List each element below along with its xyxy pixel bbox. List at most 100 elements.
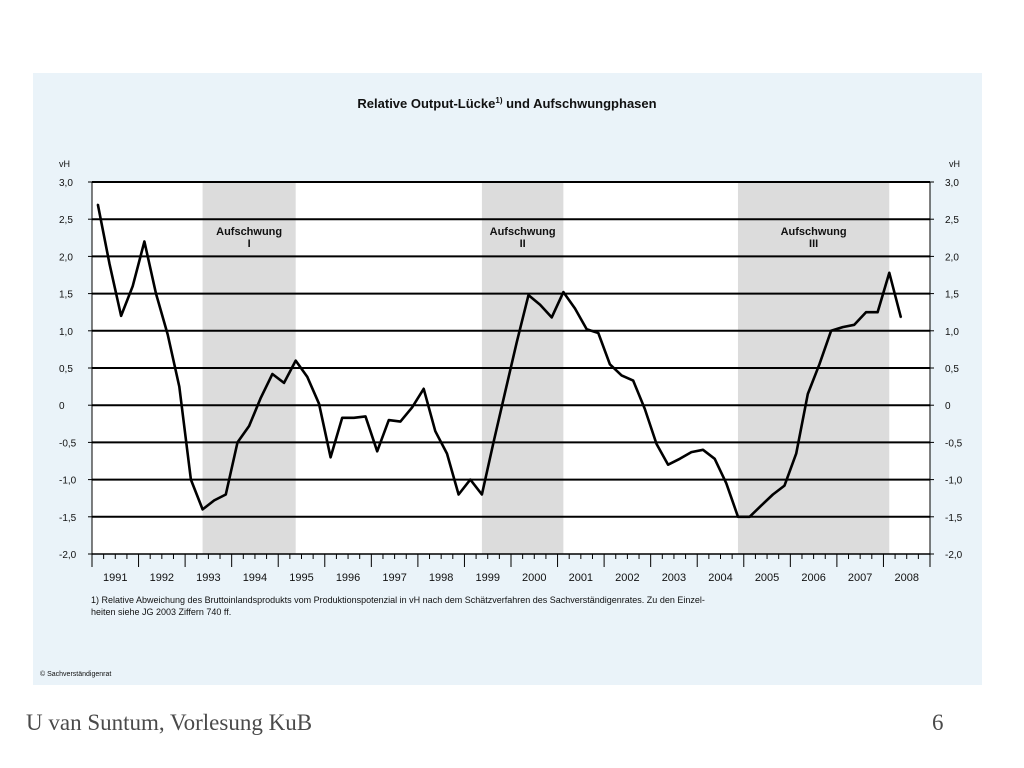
data-point <box>457 493 460 496</box>
data-point <box>504 391 506 393</box>
y-tick-label-left: 2,0 <box>59 252 73 263</box>
data-point <box>644 408 646 410</box>
data-point <box>516 341 518 343</box>
y-tick-label-left: 2,5 <box>59 215 73 226</box>
data-point <box>760 504 763 507</box>
data-point <box>399 420 402 423</box>
data-point <box>306 376 309 378</box>
data-point <box>737 516 739 518</box>
data-point <box>97 203 99 206</box>
x-tick-label-2003: 2003 <box>662 572 686 584</box>
x-tick-label-2005: 2005 <box>755 572 779 584</box>
data-point <box>155 292 157 295</box>
data-point <box>469 478 472 481</box>
data-point <box>387 419 390 421</box>
data-point <box>690 451 693 453</box>
x-tick-label-2008: 2008 <box>894 572 918 584</box>
phase-numeral-2: II <box>520 238 526 250</box>
x-tick-label-1992: 1992 <box>150 572 174 584</box>
data-point <box>748 516 751 518</box>
output-gap-chart: Relative Output-Lücke1) und Aufschwungph… <box>40 96 963 678</box>
data-point <box>620 374 623 377</box>
y-tick-label-left: 1,0 <box>59 327 73 338</box>
x-tick-label-1991: 1991 <box>103 572 127 584</box>
data-point <box>597 332 600 334</box>
data-point <box>527 294 530 296</box>
x-tick-label-1993: 1993 <box>196 572 220 584</box>
y-tick-label-right: 0,5 <box>945 364 959 375</box>
footnote-line-2: heiten siehe JG 2003 Ziffern 740 ff. <box>91 607 231 617</box>
y-tick-label-right: -2,0 <box>945 550 963 561</box>
data-point <box>806 393 809 395</box>
y-tick-label-left: 0,5 <box>59 364 73 375</box>
data-point <box>632 379 635 382</box>
data-point <box>702 449 704 451</box>
phase-label-3: Aufschwung <box>781 226 847 238</box>
x-tick-label-1995: 1995 <box>289 572 313 584</box>
data-point <box>166 333 169 336</box>
x-tick-label-1998: 1998 <box>429 572 453 584</box>
y-tick-label-right: 0 <box>945 401 951 412</box>
x-tick-label-1996: 1996 <box>336 572 360 584</box>
phase-numeral-3: III <box>809 238 818 250</box>
data-point <box>830 330 832 332</box>
data-point <box>655 443 658 445</box>
data-point <box>900 316 902 319</box>
source-credit: © Sachverständigenrat <box>40 670 111 678</box>
phase-numeral-1: I <box>248 238 251 250</box>
data-point <box>364 415 367 418</box>
y-tick-label-left: -0,5 <box>59 438 77 449</box>
chart-panel: Relative Output-Lücke1) und Aufschwungph… <box>33 73 982 685</box>
data-point <box>481 493 483 496</box>
data-point <box>841 326 844 328</box>
data-point <box>283 382 285 384</box>
y-tick-label-left: -1,5 <box>59 513 77 524</box>
phase-label-2: Aufschwung <box>490 226 556 238</box>
data-point <box>120 315 122 317</box>
y-tick-label-left: 3,0 <box>59 178 73 189</box>
y-tick-label-left: -1,0 <box>59 476 77 487</box>
data-point <box>795 452 797 455</box>
x-tick-label-2007: 2007 <box>848 572 872 584</box>
y-tick-label-right: 2,0 <box>945 252 959 263</box>
data-point <box>131 285 134 287</box>
data-point <box>108 263 111 265</box>
data-point <box>318 402 320 405</box>
y-tick-label-left: -2,0 <box>59 550 77 561</box>
data-point <box>550 316 553 319</box>
y-tick-label-right: 1,5 <box>945 290 959 301</box>
y-tick-label-right: -0,5 <box>945 438 963 449</box>
slide-page-number: 6 <box>932 710 944 735</box>
data-point <box>294 359 297 362</box>
data-point <box>562 291 565 293</box>
x-tick-label-1997: 1997 <box>382 572 406 584</box>
data-point <box>853 324 856 326</box>
slide-footer-author: U van Suntum, Vorlesung KuB <box>26 710 313 735</box>
data-point <box>248 425 250 427</box>
data-point <box>876 311 879 313</box>
x-tick-label-1994: 1994 <box>243 572 267 584</box>
y-tick-label-right: -1,5 <box>945 513 963 524</box>
data-point <box>492 441 495 444</box>
data-point <box>236 441 239 444</box>
y-tick-label-right: -1,0 <box>945 476 963 487</box>
x-tick-label-2001: 2001 <box>569 572 593 584</box>
data-point <box>213 499 216 502</box>
data-point <box>178 385 181 388</box>
data-point <box>259 396 262 399</box>
x-tick-label-2004: 2004 <box>708 572 732 584</box>
data-point <box>888 271 891 274</box>
data-point <box>201 508 204 511</box>
data-point <box>865 311 867 313</box>
data-point <box>434 430 437 433</box>
data-point <box>783 484 786 487</box>
data-point <box>329 456 332 459</box>
x-tick-label-2000: 2000 <box>522 572 546 584</box>
data-point <box>713 457 716 460</box>
data-point <box>539 303 541 306</box>
data-point <box>446 452 448 455</box>
chart-title: Relative Output-Lücke1) und Aufschwungph… <box>357 96 656 111</box>
y-tick-label-right: 2,5 <box>945 215 959 226</box>
data-point <box>667 463 669 466</box>
data-point <box>422 388 425 390</box>
